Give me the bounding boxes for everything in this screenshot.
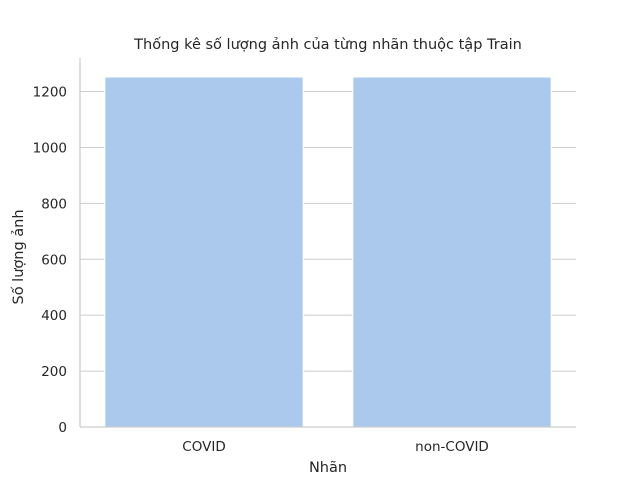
y-tick-label: 200 (41, 364, 67, 380)
x-tick-label: COVID (182, 439, 225, 455)
bar-covid (104, 76, 304, 428)
chart-title: Thống kê số lượng ảnh của từng nhãn thuộ… (133, 36, 522, 53)
x-tick-label: non-COVID (415, 439, 489, 455)
bars (104, 76, 552, 428)
y-tick-label: 400 (41, 308, 67, 324)
bar-non-covid (352, 76, 552, 428)
x-tick-labels: COVID non-COVID (182, 439, 489, 455)
x-axis-label: Nhãn (309, 460, 347, 476)
y-tick-label: 1200 (33, 85, 67, 101)
y-tick-label: 800 (41, 196, 67, 212)
y-tick-label: 0 (58, 420, 67, 436)
y-axis-label: Số lượng ảnh (10, 209, 27, 304)
y-tick-label: 1000 (33, 140, 67, 156)
axes (79, 58, 576, 428)
y-tick-labels: 0 200 400 600 800 1000 1200 (33, 85, 67, 436)
y-tick-label: 600 (41, 252, 67, 268)
